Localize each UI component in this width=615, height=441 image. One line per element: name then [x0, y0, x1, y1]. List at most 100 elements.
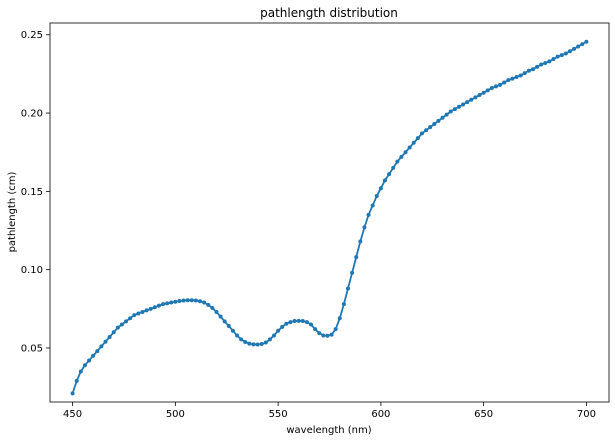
data-point — [333, 327, 338, 332]
data-point — [498, 82, 503, 87]
data-point — [448, 109, 453, 114]
x-axis: 450 500 550 600 650 700 — [63, 402, 596, 420]
data-point — [169, 300, 174, 305]
data-point — [522, 71, 527, 76]
data-point — [161, 302, 166, 307]
data-point — [514, 75, 519, 80]
chart-title: pathlength distribution — [260, 6, 398, 20]
data-point — [181, 298, 186, 303]
data-point — [555, 54, 560, 59]
data-point — [395, 159, 400, 164]
data-point — [317, 331, 322, 336]
data-point — [259, 342, 264, 347]
data-point — [325, 333, 330, 338]
data-point — [526, 68, 531, 73]
data-point — [374, 194, 379, 199]
data-point — [99, 344, 104, 349]
y-tick-label: 0.20 — [21, 109, 43, 120]
data-point — [243, 340, 248, 345]
x-tick-label: 450 — [63, 409, 82, 420]
x-tick-label: 700 — [577, 409, 596, 420]
data-point — [214, 309, 219, 314]
x-tick-label: 550 — [269, 409, 288, 420]
data-point — [403, 150, 408, 155]
data-point — [87, 358, 92, 363]
data-point — [230, 328, 235, 333]
data-point — [267, 337, 272, 342]
y-tick-label: 0.25 — [21, 30, 43, 41]
data-point — [177, 298, 182, 303]
data-point — [140, 309, 145, 314]
data-point — [391, 165, 396, 170]
data-point — [132, 313, 137, 318]
data-point — [263, 340, 268, 345]
data-point — [444, 112, 449, 117]
data-point — [535, 64, 540, 69]
data-point — [276, 328, 281, 333]
data-point — [300, 319, 305, 324]
data-point — [530, 67, 535, 72]
data-point — [539, 62, 544, 67]
data-point — [74, 378, 79, 383]
data-point — [518, 73, 523, 78]
data-point — [173, 299, 178, 304]
data-point — [148, 306, 153, 311]
data-point — [493, 84, 498, 89]
x-axis-label: wavelength (nm) — [286, 425, 371, 436]
data-point — [580, 42, 585, 47]
plot-area — [70, 39, 589, 396]
data-point — [465, 100, 470, 105]
data-point — [218, 314, 223, 319]
data-point — [272, 333, 277, 338]
data-point — [165, 301, 170, 306]
data-point — [354, 255, 359, 260]
data-point — [198, 299, 203, 304]
data-point — [436, 118, 441, 123]
data-point — [251, 342, 256, 347]
data-point — [280, 324, 285, 329]
data-point — [288, 320, 293, 325]
data-point — [210, 306, 215, 311]
data-point — [489, 85, 494, 90]
data-point — [362, 225, 367, 230]
data-point — [477, 93, 482, 98]
data-point — [456, 104, 461, 109]
data-point — [399, 154, 404, 159]
data-point — [222, 319, 227, 324]
y-axis-label: pathlength (cm) — [7, 171, 18, 252]
data-point — [473, 95, 478, 100]
data-point — [547, 59, 552, 64]
data-point — [239, 337, 244, 342]
data-point — [226, 324, 231, 329]
data-point — [407, 145, 412, 150]
data-point — [296, 318, 301, 323]
data-point — [115, 325, 120, 330]
data-point — [313, 327, 318, 332]
data-point — [95, 349, 100, 354]
data-point — [510, 76, 515, 81]
data-point — [206, 302, 211, 307]
data-point — [189, 298, 194, 303]
data-point — [419, 131, 424, 136]
data-point — [124, 319, 129, 324]
data-point — [432, 122, 437, 127]
x-tick-label: 650 — [474, 409, 493, 420]
data-point — [358, 239, 363, 244]
y-tick-label: 0.15 — [21, 187, 43, 198]
data-point — [485, 88, 490, 93]
data-point — [193, 298, 198, 303]
data-point — [411, 140, 416, 145]
data-point — [156, 303, 161, 308]
data-point — [559, 53, 564, 58]
data-point — [428, 125, 433, 130]
data-point — [481, 90, 486, 95]
data-point — [378, 186, 383, 191]
data-point — [366, 212, 371, 217]
data-point — [78, 369, 83, 374]
data-point — [284, 321, 289, 326]
data-point — [341, 302, 346, 307]
data-point — [82, 363, 87, 368]
data-point — [91, 353, 96, 358]
data-point — [111, 330, 116, 335]
